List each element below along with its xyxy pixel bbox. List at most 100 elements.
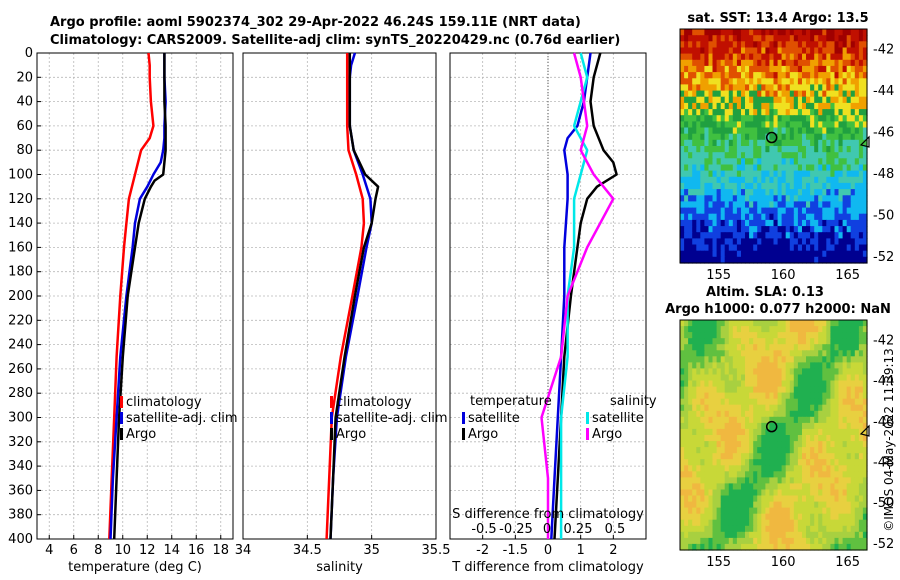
xtick-label: 2 [609, 543, 617, 558]
map-cell [822, 146, 827, 153]
map-cell [818, 465, 823, 472]
map-cell [814, 531, 819, 539]
map-cell [680, 525, 685, 533]
map-cell [724, 41, 730, 49]
map-cell [753, 102, 758, 110]
map-cell [850, 513, 856, 521]
map-cell [708, 344, 714, 351]
map-cell [846, 59, 852, 67]
map-cell [842, 102, 848, 110]
map-cell [838, 41, 844, 49]
map-cell [753, 489, 758, 497]
map-cell [789, 507, 795, 515]
map-cell [858, 201, 864, 209]
map-cell [724, 356, 730, 363]
map-cell [712, 471, 718, 478]
map-cell [822, 338, 827, 345]
map-cell [854, 519, 860, 527]
map-cell [834, 489, 840, 497]
map-cell [846, 398, 852, 406]
map-cell [745, 244, 750, 252]
map-cell [720, 368, 726, 376]
map-cell [846, 139, 852, 147]
map-cell [854, 59, 860, 67]
map-cell [822, 96, 827, 104]
map-cell [773, 380, 779, 388]
map-cell [720, 121, 726, 129]
map-cell [814, 195, 819, 203]
map-cell [684, 398, 689, 406]
map-cell [736, 146, 742, 153]
map-cell [834, 386, 840, 394]
map-cell [842, 392, 848, 400]
map-cell [753, 386, 758, 394]
map-cell [834, 256, 840, 264]
map-cell [802, 90, 807, 98]
map-cell [765, 344, 771, 351]
map-cell [797, 501, 803, 509]
map-cell [842, 326, 848, 333]
map-cell [846, 495, 852, 503]
map-cell [680, 453, 685, 460]
map-cell [741, 78, 746, 86]
map-cell [842, 362, 848, 370]
map-cell [757, 344, 762, 351]
map-cell [757, 380, 762, 388]
map-cell [696, 189, 701, 196]
map-cell [793, 35, 799, 42]
map-cell [862, 320, 868, 327]
map-cell [838, 350, 844, 357]
map-cell [732, 29, 738, 36]
map-cell [854, 109, 860, 116]
map-cell [802, 195, 807, 203]
map-cell [789, 41, 795, 49]
map-cell [749, 398, 754, 406]
map-cell [692, 29, 697, 36]
map-cell [806, 121, 811, 129]
map-cell [838, 441, 844, 448]
map-cell [777, 489, 783, 497]
map-cell [862, 543, 868, 551]
map-cell [854, 495, 860, 503]
map-cell [777, 176, 783, 184]
map-cell [818, 232, 823, 239]
map-cell [732, 164, 738, 172]
map-cell [761, 213, 766, 221]
map-cell [741, 398, 746, 406]
map-cell [684, 465, 689, 472]
map-cell [741, 338, 746, 345]
map-cell [732, 244, 738, 252]
map-cell [838, 213, 844, 221]
map-cell [854, 232, 860, 239]
map-cell [728, 435, 734, 442]
argo-location-marker [765, 131, 778, 144]
map-cell [850, 338, 856, 345]
xtick-label: 4 [45, 543, 53, 558]
map-cell [838, 380, 844, 388]
map-cell [773, 158, 779, 166]
map-cell [850, 350, 856, 357]
map-cell [854, 422, 860, 430]
map-cell [785, 320, 791, 327]
map-cell [753, 398, 758, 406]
map-cell [720, 164, 726, 172]
map-cell [830, 410, 836, 418]
map-cell [830, 102, 836, 110]
map-cell [830, 238, 836, 246]
map-cell [838, 109, 844, 116]
map-cell [736, 489, 742, 497]
map-cell [728, 59, 734, 67]
map-cell [773, 368, 779, 376]
map-cell [846, 531, 852, 539]
map-cell [818, 356, 823, 363]
map-cell [765, 72, 771, 79]
map-cell [769, 362, 775, 370]
map-cell [850, 213, 856, 221]
map-cell [810, 238, 815, 246]
map-cell [797, 386, 803, 394]
map-cell [822, 356, 827, 363]
map-cell [692, 78, 697, 86]
map-cell [781, 96, 787, 104]
map-cell [769, 332, 775, 339]
map-cell [724, 47, 730, 55]
